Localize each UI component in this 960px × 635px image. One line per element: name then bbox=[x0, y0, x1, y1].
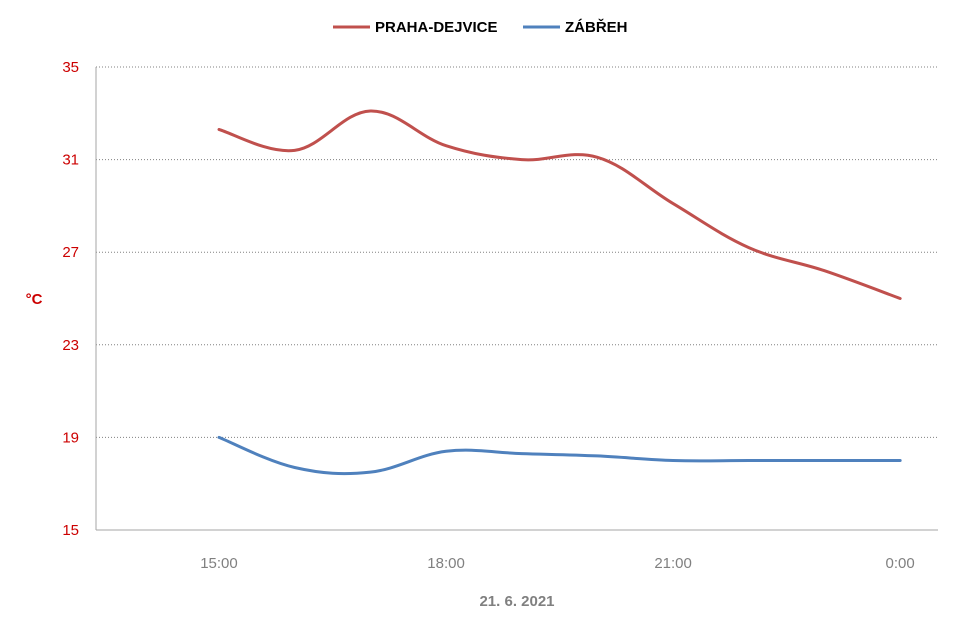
x-tick-label: 18:00 bbox=[427, 555, 465, 572]
x-tick-label: 21:00 bbox=[654, 555, 692, 572]
y-tick-label: 27 bbox=[62, 244, 79, 261]
legend: PRAHA-DEJVICE ZÁBŘEH bbox=[333, 18, 628, 36]
x-tick-labels: 15:00 18:00 21:00 0:00 bbox=[200, 555, 915, 572]
y-tick-label: 15 bbox=[62, 522, 79, 539]
x-tick-label: 0:00 bbox=[886, 555, 915, 572]
y-tick-label: 23 bbox=[62, 337, 79, 354]
y-tick-label: 31 bbox=[62, 152, 79, 169]
legend-label: PRAHA-DEJVICE bbox=[375, 19, 498, 36]
y-axis-label: °C bbox=[26, 291, 43, 308]
x-tick-label: 15:00 bbox=[200, 555, 238, 572]
y-tick-label: 19 bbox=[62, 429, 79, 446]
series-line-praha-dejvice bbox=[217, 109, 902, 300]
x-axis-label: 21. 6. 2021 bbox=[479, 593, 554, 610]
gridlines bbox=[96, 66, 938, 438]
legend-label: ZÁBŘEH bbox=[565, 18, 628, 36]
y-tick-labels: 15 19 23 27 31 35 bbox=[62, 59, 79, 539]
y-tick-label: 35 bbox=[62, 59, 79, 76]
series-lines bbox=[217, 109, 902, 476]
series-line-zabreh bbox=[217, 435, 902, 476]
axes bbox=[95, 67, 938, 531]
